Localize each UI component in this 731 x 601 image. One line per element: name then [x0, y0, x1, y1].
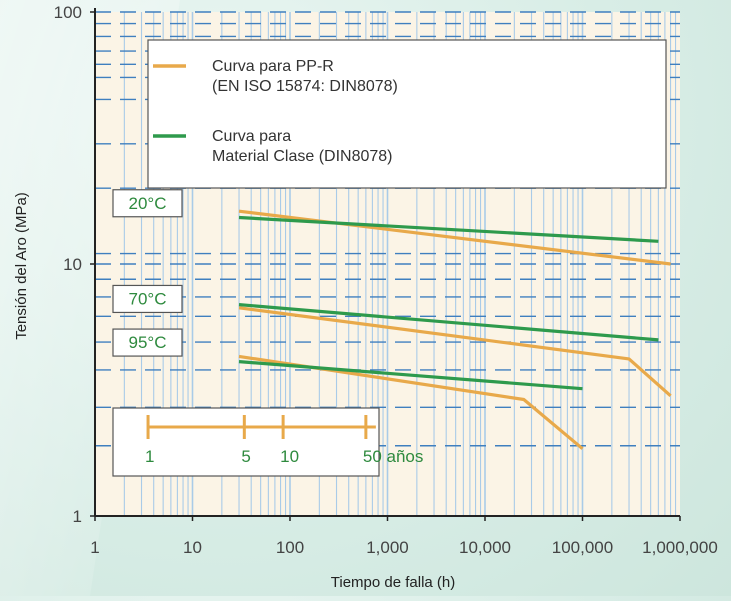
time-scale-label: 1: [145, 447, 154, 466]
time-scale-inset: 1 5 10 50 años: [112, 407, 424, 477]
temperature-label-box: [112, 284, 183, 314]
temperature-label-box: [112, 328, 183, 357]
temperature-label-box: [112, 189, 183, 218]
x-tick-label: 100: [276, 538, 304, 557]
temperature-label-text: 70°C: [129, 289, 167, 308]
legend-label-line2: Material Clase (DIN8078): [212, 148, 393, 165]
x-tick-label: 1: [90, 538, 99, 557]
legend-label-line2: (EN ISO 15874: DIN8078): [212, 78, 398, 95]
series-lines: [238, 209, 672, 450]
time-scale-label: 50 años: [363, 447, 424, 466]
y-axis-label: Tensión del Aro (MPa): [13, 192, 30, 340]
x-axis-label: Tiempo de falla (h): [331, 574, 456, 591]
y-tick-label: 1: [73, 507, 82, 526]
y-tick-label: 10: [63, 255, 82, 274]
y-tick-label: 100: [54, 3, 82, 22]
x-tick-label: 10: [183, 538, 202, 557]
axes: 1 10 100 1,000 10,000 100,000 1,000,000 1 10 100: [54, 3, 718, 557]
temperature-label-text: 20°C: [129, 194, 167, 213]
legend-label-line1: Curva para: [212, 128, 291, 145]
temperature-label: 70°C: [112, 284, 183, 314]
time-scale-box: [112, 407, 380, 477]
legend-label-line1: Curva para PP-R: [212, 58, 334, 75]
temperature-labels: 20°C 70°C 95°C: [112, 189, 183, 357]
temperature-label: 20°C: [112, 189, 183, 218]
temperature-label-text: 95°C: [129, 333, 167, 352]
legend-box: [147, 39, 667, 189]
series-line-material-95c: [238, 360, 583, 391]
time-scale-label: 10: [280, 447, 299, 466]
time-scale-label: 5: [241, 447, 250, 466]
series-line-pp_r-95c: [238, 354, 584, 450]
series-line-pp_r-70c: [238, 306, 672, 397]
series-line-material-70c: [238, 303, 659, 342]
x-tick-label: 1,000: [366, 538, 409, 557]
x-tick-label: 100,000: [552, 538, 613, 557]
series-line-material-20c: [238, 215, 659, 243]
temperature-label: 95°C: [112, 328, 183, 357]
x-tick-label: 1,000,000: [642, 538, 718, 557]
x-tick-label: 10,000: [459, 538, 511, 557]
legend: Curva para PP-R (EN ISO 15874: DIN8078) Cu…: [147, 39, 667, 189]
